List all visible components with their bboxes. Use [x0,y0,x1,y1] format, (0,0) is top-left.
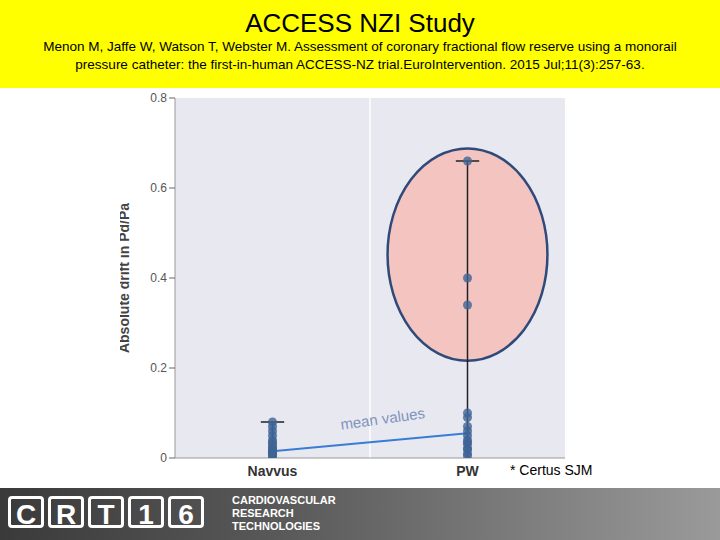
svg-text:Absolute drift in Pd/Pa: Absolute drift in Pd/Pa [120,203,132,353]
svg-text:0.8: 0.8 [150,91,167,105]
html-text:T: T [97,499,115,530]
html-text:Menon M, Jaffe W, Watson T, We: Menon M, Jaffe W, Watson T, Webster M. A… [43,39,677,54]
html-text:* Certus SJM: * Certus SJM [510,462,593,478]
svg-text:0.4: 0.4 [150,271,167,285]
html-text:mean values: mean values [339,404,426,433]
html-text:ACCESS NZI Study: ACCESS NZI Study [245,8,475,38]
html-text:RESEARCH: RESEARCH [232,507,294,519]
html-text:CARDIOVASCULAR: CARDIOVASCULAR [232,494,336,506]
svg-text:Navvus: Navvus [248,463,298,479]
html-text:R: R [55,499,77,530]
html-text:1: 1 [138,499,154,530]
html-text:C: C [15,499,37,530]
html-text:6: 6 [178,499,194,530]
svg-text:0.6: 0.6 [150,181,167,195]
svg-text:PW: PW [456,463,479,479]
html-text:pressure catheter: the first-i: pressure catheter: the first-in-human AC… [75,57,645,72]
svg-text:0: 0 [160,451,167,465]
html-text:TECHNOLOGIES: TECHNOLOGIES [232,520,320,532]
svg-text:0.2: 0.2 [150,361,167,375]
